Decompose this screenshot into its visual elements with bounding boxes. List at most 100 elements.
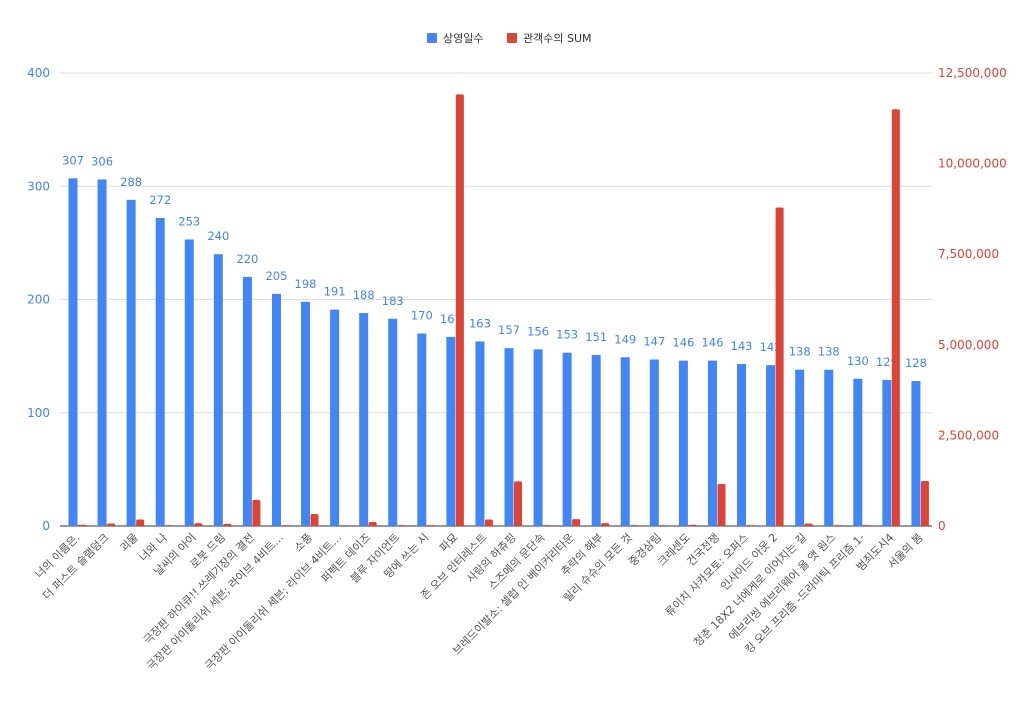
bar-screening-days: [882, 379, 892, 526]
data-label: 143: [731, 339, 753, 353]
bar-audience-sum: [397, 524, 406, 526]
bar-screening-days: [824, 369, 834, 526]
data-label: 272: [149, 193, 171, 207]
bar-screening-days: [359, 313, 369, 526]
right-axis: 0 2,500,000 5,000,000 7,500,000 10,000,000 12…: [938, 66, 1007, 533]
data-label: 146: [701, 336, 723, 350]
right-axis-tick: 7,500,000: [938, 247, 999, 261]
data-label: 147: [643, 335, 665, 349]
bar-screening-days: [911, 381, 921, 526]
right-axis-tick: 12,500,000: [938, 66, 1007, 80]
bar-audience-sum: [455, 94, 464, 527]
bar-screening-days: [678, 360, 688, 526]
data-label: 188: [353, 288, 375, 302]
bar-screening-days: [591, 354, 601, 526]
bar-screening-days: [184, 239, 194, 527]
bar-audience-sum: [659, 524, 668, 526]
x-axis-label: 파묘: [437, 531, 461, 555]
data-label: 191: [324, 285, 346, 299]
bar-audience-sum: [78, 524, 86, 526]
bar-screening-days: [562, 352, 572, 526]
data-label: 170: [411, 308, 433, 322]
left-axis-tick: 0: [42, 519, 50, 533]
bar-audience-sum: [223, 523, 232, 526]
right-axis-tick: 10,000,000: [938, 157, 1007, 171]
data-label: 146: [672, 336, 694, 350]
bar-screening-days: [155, 217, 165, 526]
bar-audience-sum: [717, 483, 726, 526]
left-axis-tick: 300: [27, 179, 50, 193]
data-label: 156: [527, 324, 549, 338]
bar-audience-sum: [107, 523, 116, 526]
left-axis-tick: 200: [27, 293, 50, 307]
bar-audience-sum: [514, 481, 522, 526]
legend-swatch-audience-sum: [507, 33, 517, 43]
bar-audience-sum: [804, 523, 813, 526]
bar-screening-days: [533, 349, 543, 526]
bar-audience-sum: [281, 524, 290, 526]
bar-audience-sum: [775, 207, 784, 527]
bar-screening-days: [388, 318, 398, 526]
data-label: 240: [207, 229, 229, 243]
bar-audience-sum: [194, 523, 203, 526]
legend-label-audience-sum: 관객수의 SUM: [523, 32, 592, 45]
data-label: 130: [847, 354, 869, 368]
legend[interactable]: 상영일수 관객수의 SUM: [427, 31, 592, 45]
bar-screening-days: [417, 333, 427, 526]
left-axis-tick: 400: [27, 66, 50, 80]
data-label: 306: [91, 154, 113, 168]
legend-swatch-screening-days: [427, 33, 437, 43]
bar-screening-days: [475, 341, 485, 526]
bar-audience-sum: [920, 481, 929, 526]
data-label: 138: [789, 345, 811, 359]
bar-screening-days: [853, 378, 863, 526]
bar-screening-days: [68, 178, 78, 526]
data-label: 163: [469, 316, 491, 330]
bar-audience-sum: [310, 514, 319, 526]
gridlines: [60, 72, 932, 527]
data-label: 198: [295, 277, 317, 291]
bar-audience-sum: [543, 524, 552, 526]
data-label: 183: [382, 294, 404, 308]
bar-audience-sum: [891, 109, 900, 527]
bar-audience-sum: [833, 524, 842, 526]
bar-screening-days: [213, 254, 223, 526]
bar-screening-days: [446, 336, 456, 526]
data-label: 149: [614, 332, 636, 346]
data-label: 288: [120, 175, 142, 189]
bar-audience-sum: [688, 524, 697, 526]
bar-screening-days: [707, 360, 717, 526]
bar-screening-days: [504, 348, 514, 526]
bar-audience-sum: [746, 524, 755, 526]
right-axis-tick: 2,500,000: [938, 428, 999, 442]
bar-screening-days: [271, 293, 281, 526]
bar-screening-days: [649, 359, 659, 526]
data-label: 138: [818, 345, 840, 359]
bar-screening-days: [97, 179, 107, 526]
bar-screening-days: [795, 369, 805, 526]
bar-audience-sum: [601, 523, 610, 526]
bar-screening-days: [242, 276, 252, 526]
bar-audience-sum: [862, 524, 871, 526]
data-label: 157: [498, 323, 520, 337]
x-axis-label: 소풍: [292, 531, 316, 555]
right-axis-tick: 0: [938, 519, 946, 533]
data-label: 253: [178, 214, 200, 228]
legend-label-screening-days: 상영일수: [443, 31, 483, 45]
bar-audience-sum: [339, 524, 348, 526]
bars: 307 306 288 272 253 240 220 205 198 191 188 183 170 1…: [62, 94, 929, 527]
x-axis-label: 괴물: [117, 531, 141, 555]
bar-screening-days: [766, 365, 776, 526]
bar-screening-days: [330, 309, 340, 526]
bar-screening-days: [301, 301, 311, 526]
bar-audience-sum: [630, 524, 639, 526]
bar-audience-sum: [165, 524, 174, 526]
data-label: 151: [585, 330, 607, 344]
data-label: 205: [265, 269, 287, 283]
bar-screening-days: [620, 357, 630, 526]
bar-audience-sum: [368, 522, 377, 526]
left-axis: 0 100 200 300 400: [27, 66, 50, 533]
bar-audience-sum: [572, 519, 581, 526]
